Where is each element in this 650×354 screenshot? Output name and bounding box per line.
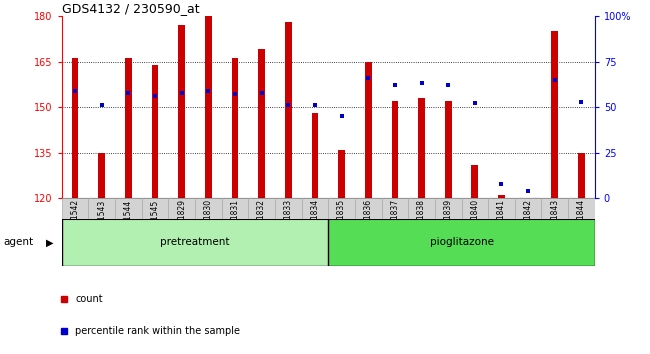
Bar: [445, 101, 452, 198]
Bar: [365, 62, 372, 198]
Bar: [551, 31, 558, 198]
FancyBboxPatch shape: [541, 198, 568, 219]
FancyBboxPatch shape: [328, 198, 355, 219]
Text: GSM201839: GSM201839: [444, 199, 452, 245]
Bar: [72, 58, 79, 198]
FancyBboxPatch shape: [515, 198, 541, 219]
FancyBboxPatch shape: [88, 198, 115, 219]
FancyBboxPatch shape: [355, 198, 382, 219]
FancyBboxPatch shape: [568, 198, 595, 219]
FancyBboxPatch shape: [168, 198, 195, 219]
Text: GSM201830: GSM201830: [204, 199, 213, 245]
Text: pioglitazone: pioglitazone: [430, 238, 493, 247]
Text: GSM201833: GSM201833: [284, 199, 292, 245]
Text: GSM201834: GSM201834: [311, 199, 319, 245]
Text: GSM201545: GSM201545: [151, 199, 159, 246]
Text: GSM201542: GSM201542: [71, 199, 79, 245]
Bar: [151, 64, 159, 198]
FancyBboxPatch shape: [382, 198, 408, 219]
Bar: [578, 153, 585, 198]
Text: count: count: [75, 294, 103, 304]
FancyBboxPatch shape: [328, 219, 595, 266]
Bar: [418, 98, 425, 198]
Text: ▶: ▶: [46, 238, 53, 247]
Bar: [231, 58, 239, 198]
FancyBboxPatch shape: [195, 198, 222, 219]
Text: GSM201832: GSM201832: [257, 199, 266, 245]
Bar: [178, 25, 185, 198]
Text: GSM201831: GSM201831: [231, 199, 239, 245]
Text: GSM201843: GSM201843: [551, 199, 559, 245]
FancyBboxPatch shape: [62, 219, 328, 266]
FancyBboxPatch shape: [222, 198, 248, 219]
Text: GSM201841: GSM201841: [497, 199, 506, 245]
Text: GDS4132 / 230590_at: GDS4132 / 230590_at: [62, 2, 200, 15]
Text: GSM201835: GSM201835: [337, 199, 346, 245]
Text: GSM201836: GSM201836: [364, 199, 372, 245]
FancyBboxPatch shape: [115, 198, 142, 219]
Bar: [391, 101, 398, 198]
FancyBboxPatch shape: [275, 198, 302, 219]
Text: GSM201829: GSM201829: [177, 199, 186, 245]
FancyBboxPatch shape: [435, 198, 462, 219]
Bar: [285, 22, 292, 198]
Text: GSM201837: GSM201837: [391, 199, 399, 245]
Text: GSM201544: GSM201544: [124, 199, 133, 246]
FancyBboxPatch shape: [302, 198, 328, 219]
Text: GSM201838: GSM201838: [417, 199, 426, 245]
FancyBboxPatch shape: [62, 198, 88, 219]
FancyBboxPatch shape: [248, 198, 275, 219]
Bar: [205, 16, 212, 198]
Text: agent: agent: [3, 238, 33, 247]
Bar: [471, 165, 478, 198]
FancyBboxPatch shape: [142, 198, 168, 219]
Text: percentile rank within the sample: percentile rank within the sample: [75, 326, 240, 336]
Text: GSM201842: GSM201842: [524, 199, 532, 245]
Bar: [311, 113, 318, 198]
Text: pretreatment: pretreatment: [161, 238, 229, 247]
Bar: [498, 195, 505, 198]
Text: GSM201543: GSM201543: [98, 199, 106, 246]
Bar: [125, 58, 132, 198]
Bar: [98, 153, 105, 198]
FancyBboxPatch shape: [488, 198, 515, 219]
FancyBboxPatch shape: [408, 198, 435, 219]
Text: GSM201844: GSM201844: [577, 199, 586, 245]
Bar: [258, 49, 265, 198]
Text: GSM201840: GSM201840: [471, 199, 479, 245]
FancyBboxPatch shape: [462, 198, 488, 219]
Bar: [338, 150, 345, 198]
